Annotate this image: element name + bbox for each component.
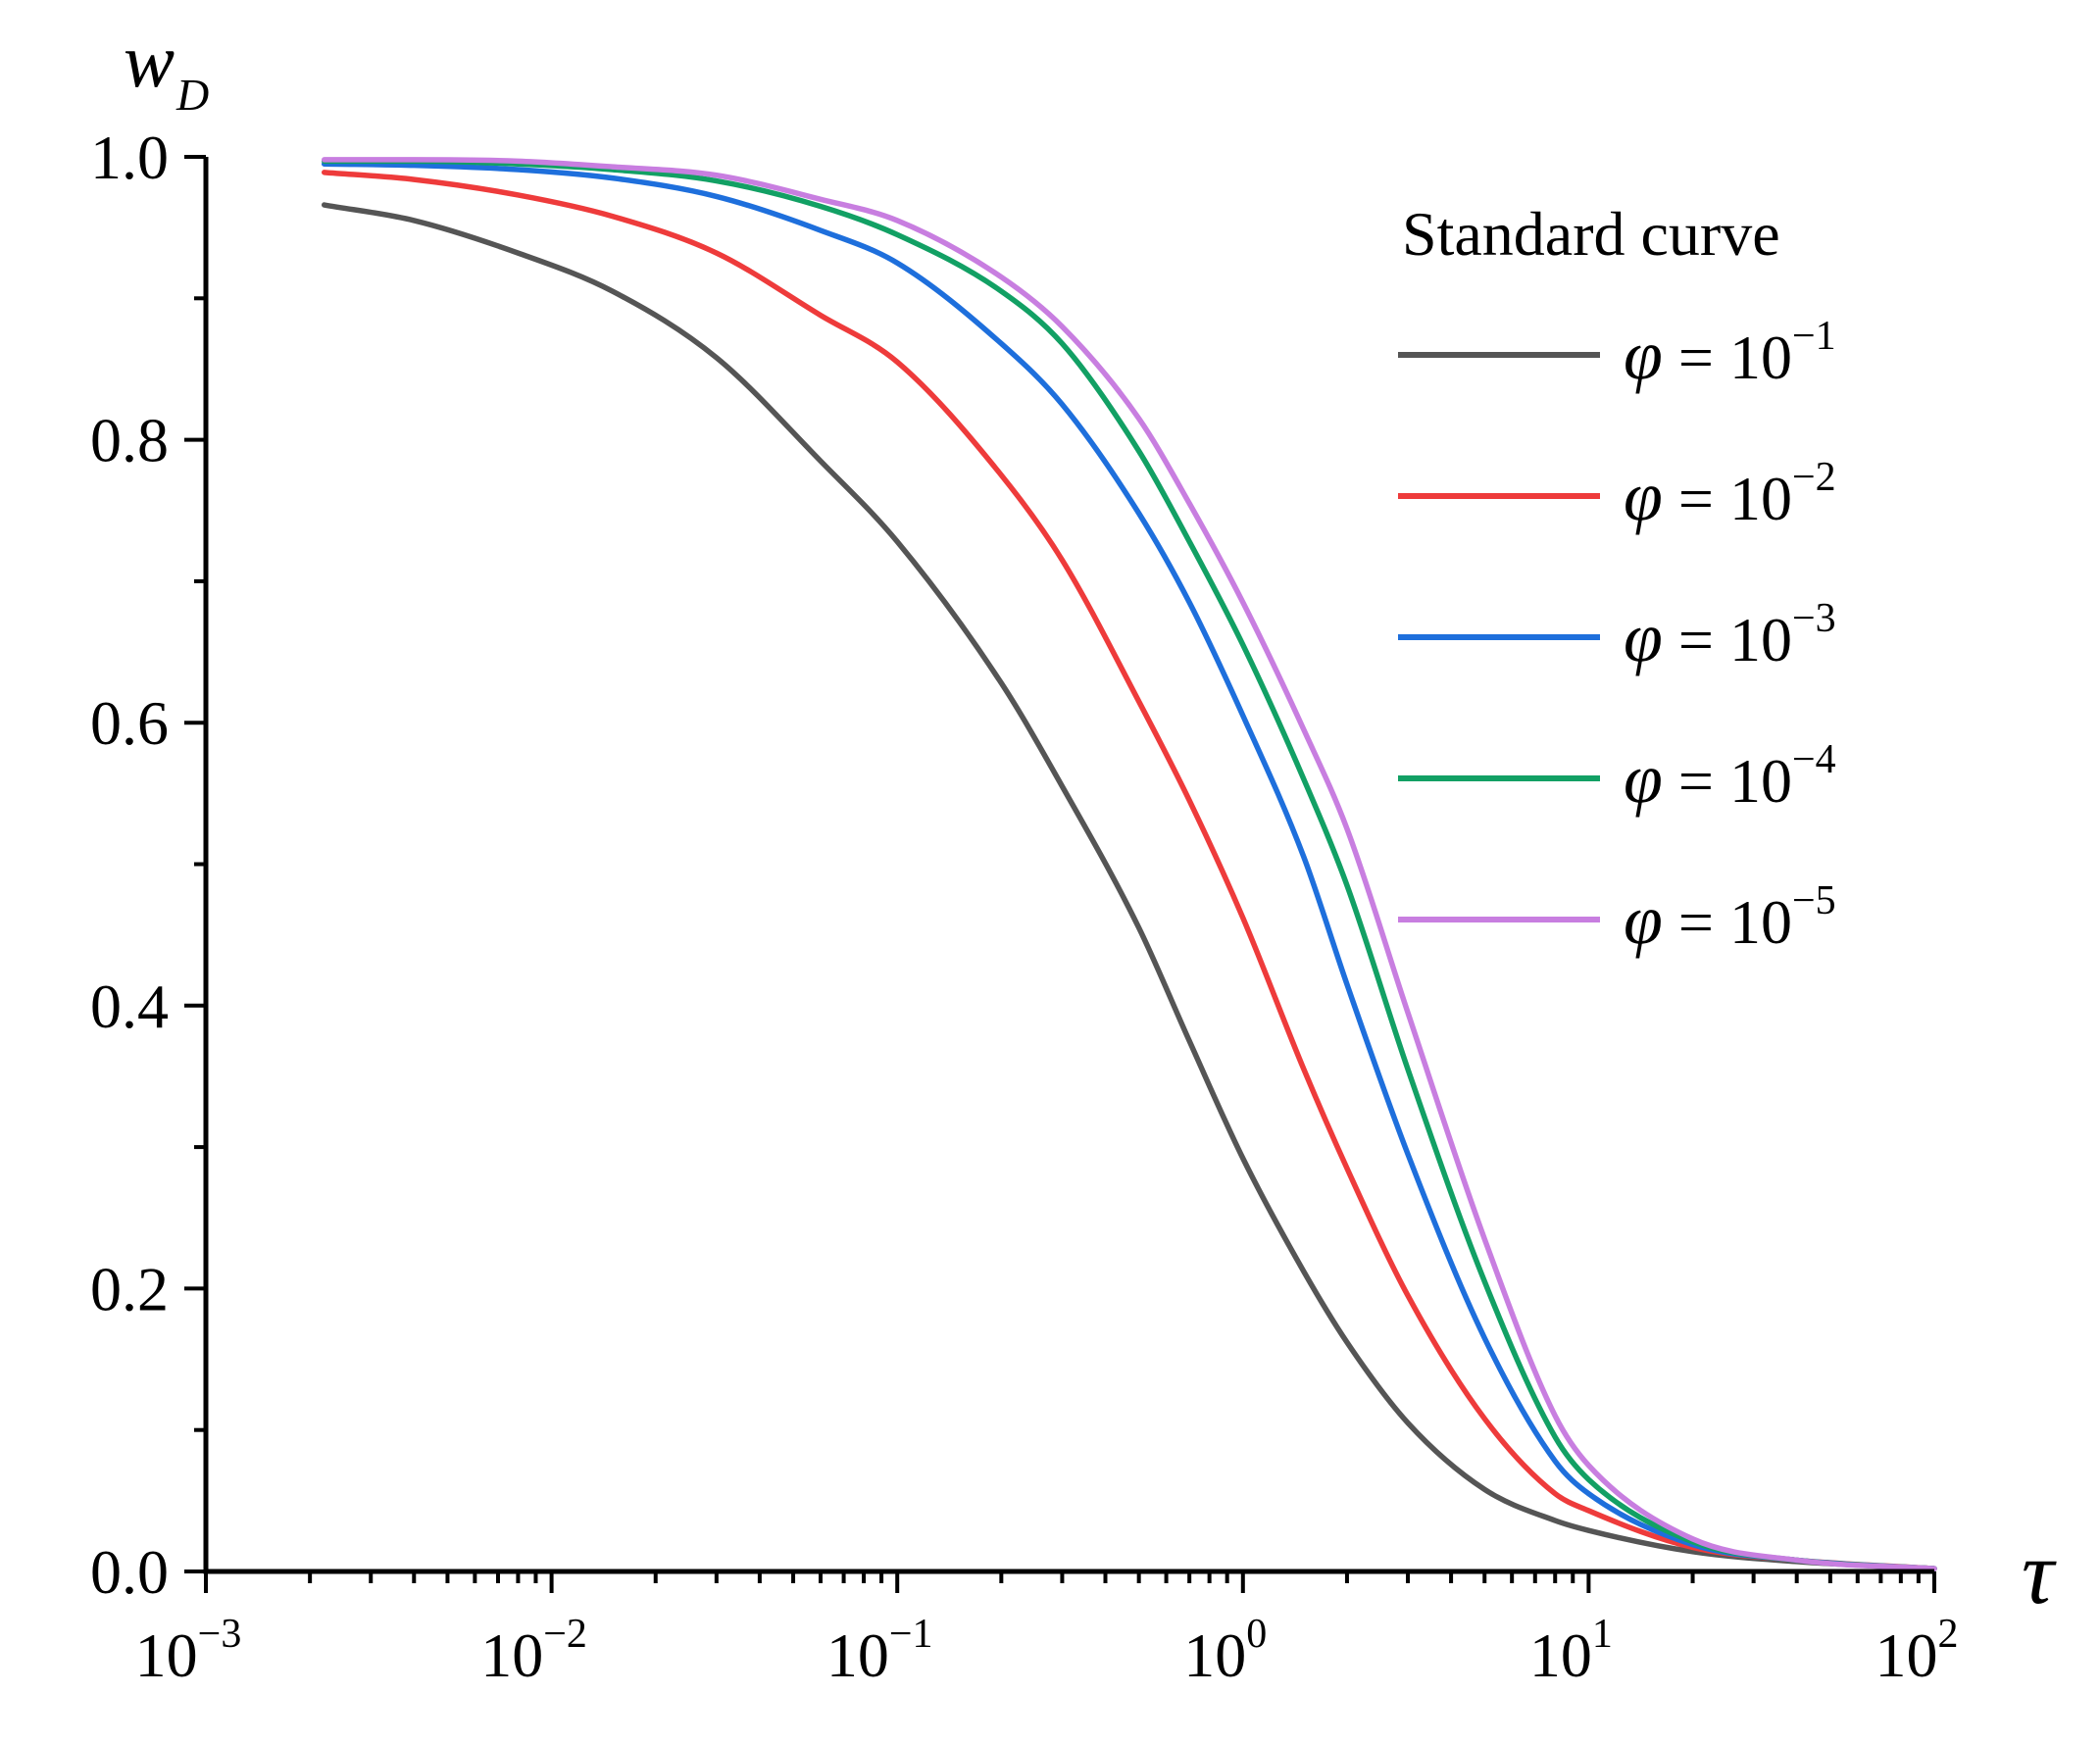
y-axis-title-subscript: D: [175, 70, 209, 120]
x-tick-label: 10−1: [826, 1612, 933, 1690]
legend-phi-symbol: φ: [1624, 457, 1663, 535]
series-line-1: [321, 202, 1937, 1571]
legend-equation: = 10: [1663, 605, 1792, 674]
y-tick-label: 0.6: [90, 688, 169, 758]
legend-phi-symbol: φ: [1624, 739, 1663, 818]
x-tick-base: 10: [480, 1620, 543, 1690]
legend-label-5: φ = 10−5: [1624, 878, 1836, 959]
legend-equation: = 10: [1663, 746, 1792, 816]
y-tick-label: 1.0: [90, 123, 169, 192]
legend-items: φ = 10−1φ = 10−2φ = 10−3φ = 10−4φ = 10−5: [1398, 314, 1836, 959]
series-line-4: [321, 158, 1937, 1571]
x-tick-base: 10: [1875, 1620, 1938, 1690]
legend-equation: = 10: [1663, 464, 1792, 533]
y-ticks: 0.0 0.2 0.4 0.6 0.8 1.0: [90, 123, 206, 1607]
legend-title: Standard curve: [1402, 199, 1780, 269]
legend-exponent: −2: [1792, 455, 1836, 500]
x-tick-label: 100: [1183, 1612, 1267, 1690]
legend-label-1: φ = 10−1: [1624, 314, 1836, 394]
x-tick-exponent: −3: [198, 1612, 242, 1657]
x-tick-exponent: −1: [889, 1612, 933, 1657]
x-tick-base: 10: [1529, 1620, 1592, 1690]
x-tick-label: 10−2: [480, 1612, 587, 1690]
legend-equation: = 10: [1663, 323, 1792, 392]
series-line-5: [321, 157, 1937, 1571]
x-tick-label: 10−3: [135, 1612, 242, 1690]
y-tick-label: 0.0: [90, 1537, 169, 1607]
x-tick-exponent: 0: [1246, 1612, 1267, 1657]
x-tick-exponent: 2: [1938, 1612, 1959, 1657]
x-tick-exponent: −2: [543, 1612, 587, 1657]
y-axis-title: wD: [124, 18, 209, 120]
y-axis-title-main: w: [124, 18, 175, 103]
x-tick-exponent: 1: [1592, 1612, 1613, 1657]
x-ticks: 10−3 10−2 10−1 100 101 102: [135, 1571, 1959, 1690]
legend-label-3: φ = 10−3: [1624, 596, 1836, 676]
series-layer: [321, 157, 1937, 1571]
y-tick-label: 0.4: [90, 972, 169, 1041]
y-tick-label: 0.2: [90, 1254, 169, 1323]
legend-exponent: −3: [1792, 596, 1836, 641]
legend-phi-symbol: φ: [1624, 880, 1663, 959]
x-axis-title: τ: [2022, 1522, 2057, 1622]
legend-label-4: φ = 10−4: [1624, 737, 1836, 818]
legend-exponent: −5: [1792, 878, 1836, 923]
x-tick-label: 102: [1875, 1612, 1959, 1690]
legend-label-2: φ = 10−2: [1624, 455, 1836, 535]
x-tick-base: 10: [1183, 1620, 1246, 1690]
x-tick-label: 101: [1529, 1612, 1613, 1690]
legend-phi-symbol: φ: [1624, 598, 1663, 676]
legend-phi-symbol: φ: [1624, 316, 1663, 394]
legend-exponent: −4: [1792, 737, 1836, 782]
legend-exponent: −1: [1792, 314, 1836, 359]
series-line-3: [321, 161, 1937, 1571]
legend: Standard curve φ = 10−1φ = 10−2φ = 10−3φ…: [1398, 199, 1836, 959]
x-tick-base: 10: [826, 1620, 889, 1690]
legend-equation: = 10: [1663, 887, 1792, 957]
y-tick-label: 0.8: [90, 406, 169, 475]
series-line-2: [321, 170, 1937, 1571]
x-tick-base: 10: [135, 1620, 198, 1690]
